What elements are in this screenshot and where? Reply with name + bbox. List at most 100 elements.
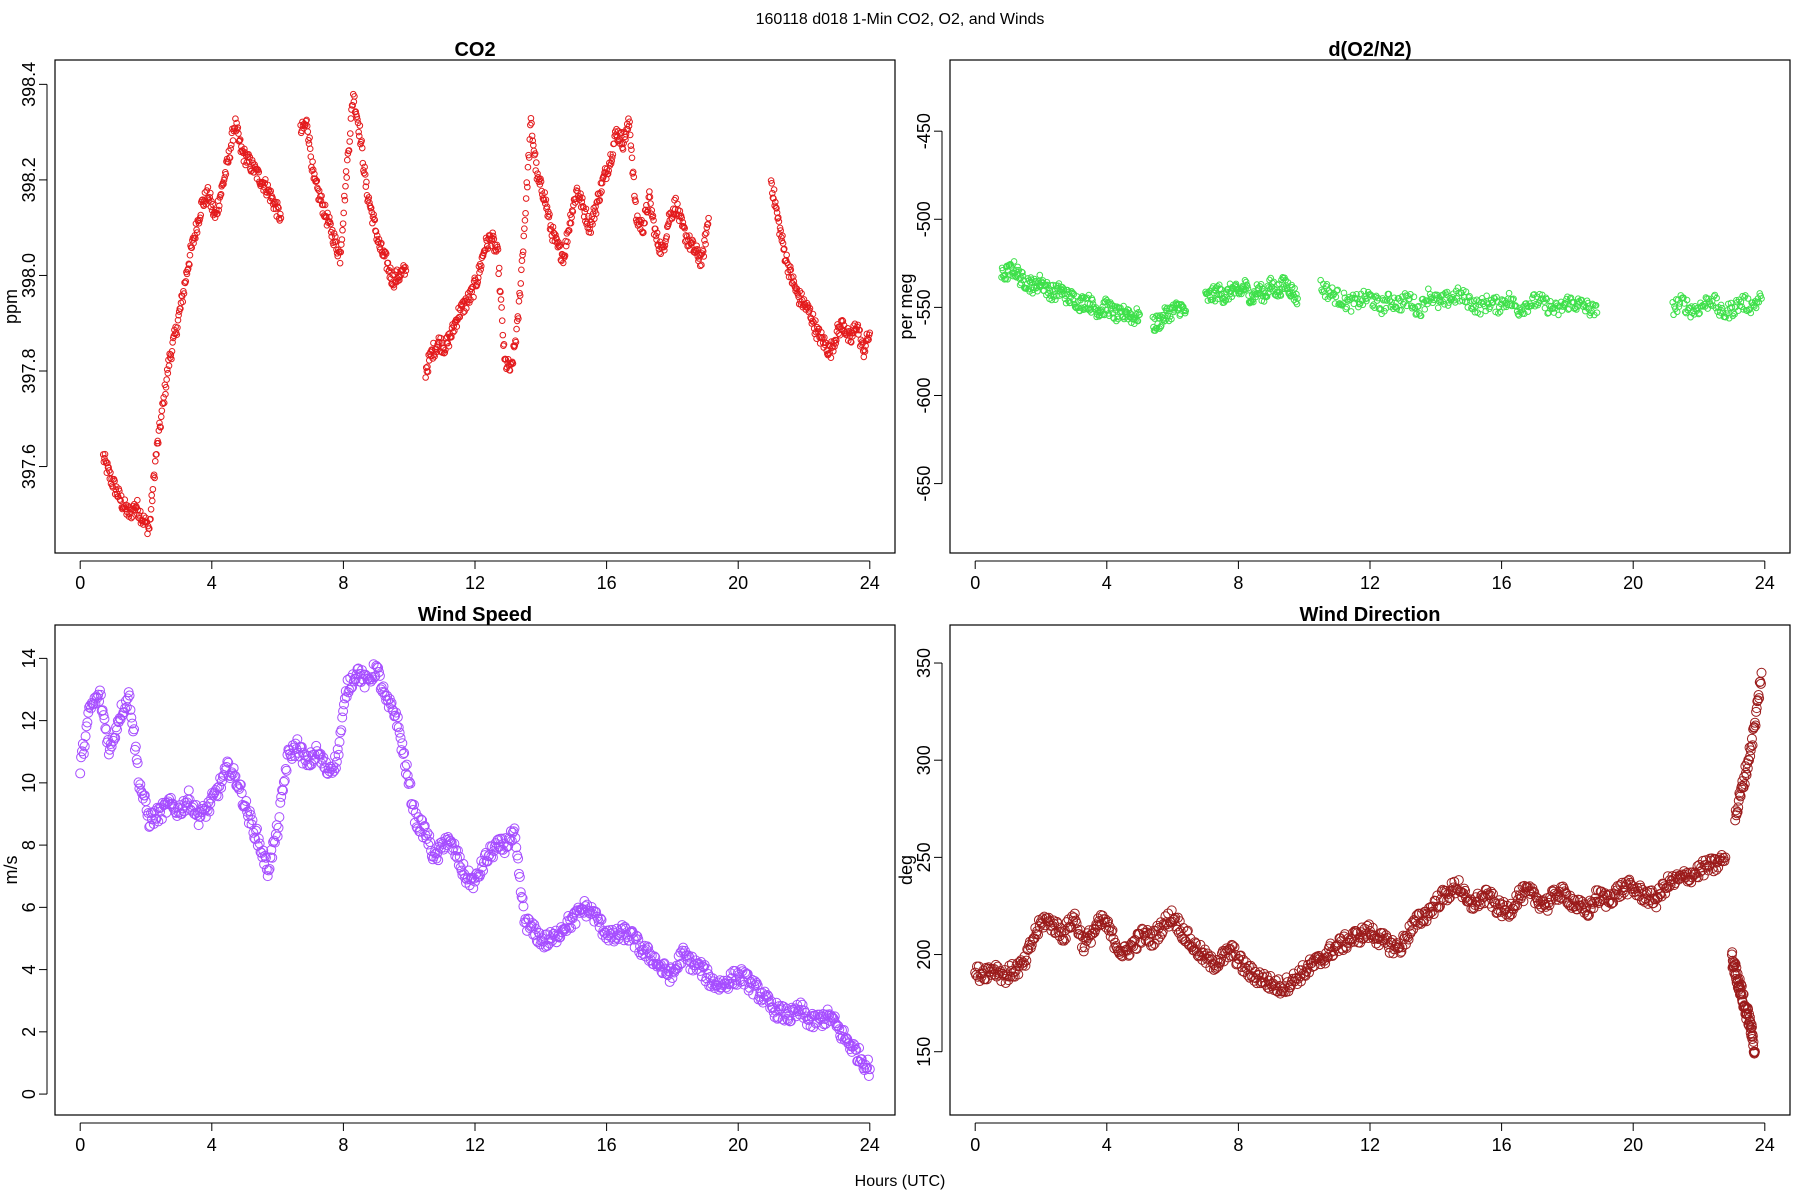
data-point — [545, 213, 553, 221]
data-point — [1752, 695, 1763, 706]
data-point — [458, 858, 469, 869]
data-point — [687, 240, 695, 247]
data-point — [817, 333, 825, 341]
data-point — [391, 707, 402, 718]
data-point — [1372, 293, 1379, 301]
data-point — [489, 232, 497, 240]
data-point — [674, 959, 685, 970]
data-point — [835, 330, 842, 337]
data-point — [236, 788, 247, 799]
data-point — [404, 776, 415, 787]
data-point — [112, 486, 120, 493]
data-point — [1374, 294, 1382, 302]
y-axis-label: deg — [896, 855, 916, 885]
data-point — [1451, 299, 1459, 306]
data-point — [841, 1032, 852, 1043]
data-point — [200, 811, 211, 822]
data-point — [184, 265, 192, 273]
data-point — [1353, 291, 1360, 298]
data-point — [94, 696, 105, 707]
data-point — [1229, 942, 1240, 953]
data-point — [693, 242, 700, 250]
data-point — [519, 251, 526, 259]
data-point — [1333, 287, 1341, 294]
data-point — [777, 233, 785, 241]
data-point — [329, 226, 336, 234]
data-point — [1741, 769, 1752, 780]
data-point — [565, 227, 573, 234]
data-point — [1101, 922, 1112, 933]
data-point — [731, 974, 742, 985]
data-point — [517, 893, 528, 904]
data-point — [758, 997, 769, 1008]
data-point — [780, 246, 787, 253]
data-point — [1257, 281, 1265, 288]
data-point — [1014, 263, 1021, 271]
data-point — [1323, 281, 1331, 288]
data-point — [117, 492, 125, 499]
data-point — [452, 845, 463, 856]
data-point — [596, 914, 607, 925]
data-point — [376, 682, 387, 693]
x-tick-label: 12 — [465, 1135, 485, 1155]
data-point — [124, 690, 135, 701]
data-point — [286, 753, 297, 764]
data-point — [186, 261, 193, 268]
data-point — [809, 317, 816, 325]
data-point — [613, 125, 620, 133]
data-point — [650, 217, 657, 224]
data-point — [273, 822, 284, 833]
data-point — [681, 224, 688, 232]
data-point — [1155, 931, 1166, 942]
data-point — [1244, 282, 1251, 290]
data-point — [791, 283, 799, 291]
data-point — [587, 229, 595, 236]
x-tick-label: 4 — [207, 1135, 217, 1155]
data-point — [647, 200, 654, 207]
data-point — [552, 231, 559, 239]
data-point — [1296, 965, 1307, 976]
data-point — [278, 777, 289, 787]
data-point — [732, 979, 742, 990]
data-point — [1058, 933, 1069, 944]
data-point — [1074, 929, 1085, 940]
data-point — [1423, 297, 1430, 304]
data-point — [257, 852, 268, 863]
data-point — [626, 131, 634, 139]
data-point — [1382, 304, 1390, 312]
data-point — [1512, 303, 1520, 310]
data-point — [848, 1039, 859, 1050]
y-tick-label: 350 — [914, 648, 934, 678]
data-point — [1137, 924, 1148, 935]
data-point — [157, 423, 164, 431]
data-point — [208, 790, 218, 801]
data-point — [513, 325, 520, 333]
data-point — [522, 209, 529, 217]
data-point — [360, 167, 367, 174]
data-point — [498, 317, 506, 325]
data-point — [767, 177, 775, 184]
data-point — [101, 450, 109, 458]
data-point — [318, 192, 325, 200]
data-point — [361, 163, 368, 171]
data-point — [515, 315, 522, 322]
data-point — [1160, 318, 1168, 325]
data-point — [604, 170, 612, 178]
data-point — [1495, 310, 1502, 317]
data-point — [1293, 290, 1300, 298]
data-point — [676, 958, 687, 969]
data-point — [156, 423, 164, 431]
data-point — [1732, 968, 1743, 979]
data-point — [1748, 722, 1759, 733]
data-point — [353, 113, 361, 120]
data-point — [339, 226, 346, 234]
data-point — [982, 963, 993, 974]
data-point — [534, 170, 541, 177]
data-point — [516, 891, 527, 902]
data-point — [228, 763, 239, 774]
data-point — [624, 126, 632, 133]
data-point — [343, 174, 350, 181]
data-point — [1069, 289, 1076, 297]
data-point — [836, 331, 844, 339]
